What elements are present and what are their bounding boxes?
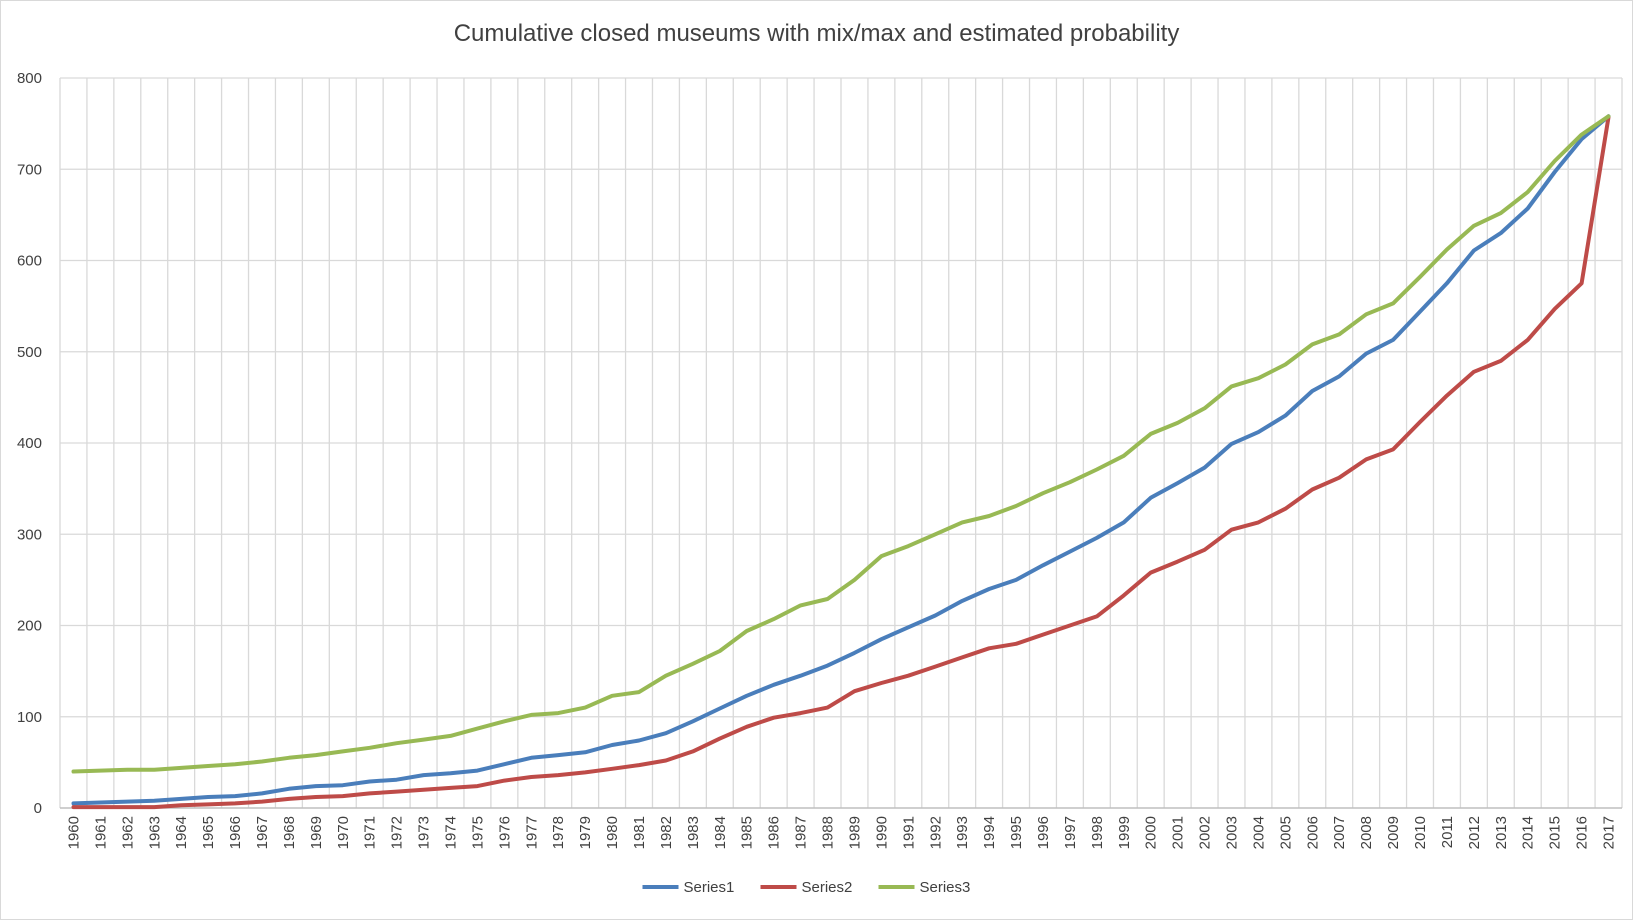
x-tick-label: 2011 [1439, 816, 1456, 848]
x-tick-label: 1988 [820, 816, 837, 849]
x-tick-label: 1992 [927, 816, 944, 849]
x-tick-label: 2016 [1574, 816, 1591, 849]
y-tick-label: 800 [17, 70, 42, 87]
y-tick-label: 200 [17, 618, 42, 635]
x-tick-label: 1966 [227, 816, 244, 849]
legend-label-series2: Series2 [802, 879, 853, 896]
x-tick-label: 1996 [1035, 816, 1052, 849]
x-tick-label: 1975 [469, 816, 486, 849]
x-tick-label: 1976 [496, 816, 513, 849]
legend-label-series1: Series1 [684, 879, 735, 896]
x-tick-label: 1989 [846, 816, 863, 849]
y-tick-label: 0 [34, 800, 42, 817]
x-tick-label: 1970 [335, 816, 352, 849]
x-tick-label: 1961 [92, 816, 109, 849]
x-tick-label: 2001 [1170, 816, 1187, 849]
x-tick-label: 2010 [1412, 816, 1429, 849]
x-tick-label: 1991 [900, 816, 917, 849]
y-tick-label: 300 [17, 526, 42, 543]
x-tick-label: 1977 [523, 816, 540, 849]
x-tick-label: 1999 [1116, 816, 1133, 849]
series-lines [71, 114, 1611, 810]
series-line-series3 [71, 114, 1611, 774]
x-tick-label: 1990 [873, 816, 890, 849]
y-tick-label: 400 [17, 435, 42, 452]
x-tick-label: 2013 [1493, 816, 1510, 849]
x-tick-label: 1993 [954, 816, 971, 849]
y-tick-label: 600 [17, 253, 42, 270]
x-tick-label: 1987 [793, 816, 810, 849]
x-tick-label: 1965 [200, 816, 217, 849]
x-tick-label: 1973 [416, 816, 433, 849]
x-tick-label: 2009 [1385, 816, 1402, 849]
chart-title: Cumulative closed museums with mix/max a… [453, 20, 1180, 47]
x-tick-label: 1982 [658, 816, 675, 849]
x-tick-label: 1981 [631, 816, 648, 849]
x-tick-label: 1979 [577, 816, 594, 849]
x-tick-label: 2002 [1197, 816, 1214, 849]
x-tick-label: 1995 [1008, 816, 1025, 849]
grid-lines [59, 77, 1623, 808]
x-tick-label: 2004 [1250, 816, 1267, 849]
x-tick-label: 2006 [1304, 816, 1321, 849]
x-tick-label: 1960 [65, 816, 82, 849]
x-tick-label: 1986 [766, 816, 783, 849]
x-tick-label: 2007 [1331, 816, 1348, 849]
x-tick-label: 1971 [362, 816, 379, 849]
y-tick-label: 500 [17, 344, 42, 361]
legend: Series1 Series2 Series3 [642, 879, 971, 896]
y-tick-label: 100 [17, 709, 42, 726]
x-tick-label: 2003 [1224, 816, 1241, 849]
x-tick-label: 1997 [1062, 816, 1079, 849]
x-tick-label: 1998 [1089, 816, 1106, 849]
x-tick-label: 1972 [389, 816, 406, 849]
x-tick-label: 2012 [1466, 816, 1483, 849]
x-tick-label: 2008 [1358, 816, 1375, 849]
x-tick-label: 2015 [1547, 816, 1564, 849]
x-tick-label: 1994 [981, 816, 998, 849]
axes: 0 100 200 300 400 500 600 700 800 1960 1961 1962 196… [17, 70, 1622, 849]
x-tick-label: 1974 [443, 816, 460, 849]
x-tick-label: 2005 [1277, 816, 1294, 849]
x-tick-label: 2017 [1601, 816, 1618, 849]
x-tick-label: 1985 [739, 816, 756, 849]
x-tick-label: 2000 [1143, 816, 1160, 849]
x-tick-label: 1978 [550, 816, 567, 849]
x-tick-label: 1964 [173, 816, 190, 849]
series-line-series2 [71, 115, 1611, 810]
x-tick-label: 1968 [281, 816, 298, 849]
x-tick-label: 1962 [119, 816, 136, 849]
x-tick-label: 1963 [146, 816, 163, 849]
x-tick-label: 1980 [604, 816, 621, 849]
x-tick-label: 2014 [1520, 816, 1537, 849]
y-tick-label: 700 [17, 161, 42, 178]
x-tick-label: 1984 [712, 816, 729, 849]
x-tick-label: 1969 [308, 816, 325, 849]
x-tick-label: 1967 [254, 816, 271, 849]
series-line-series1 [71, 114, 1611, 806]
x-tick-label: 1983 [685, 816, 702, 849]
legend-label-series3: Series3 [920, 879, 971, 896]
